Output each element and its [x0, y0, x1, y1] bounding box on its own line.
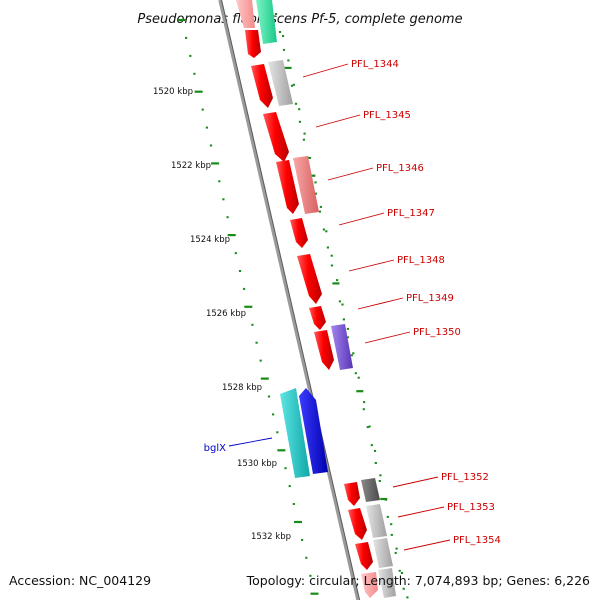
gene-label-pfl-1348[interactable]: PFL_1348 — [397, 255, 445, 266]
gene-block-gray-bottom[interactable] — [378, 568, 396, 598]
scale-labels: 1520 kbp 1522 kbp 1524 kbp 1526 kbp 1528… — [153, 87, 291, 542]
gene-arrow-pfl-1354[interactable] — [355, 542, 373, 570]
gene-label-pfl-1346[interactable]: PFL_1346 — [376, 163, 424, 174]
gene-arrow-pfl-1344[interactable] — [251, 64, 273, 108]
gene-arrow-pfl-1349[interactable] — [309, 306, 326, 330]
leader-pfl-1350 — [364, 331, 411, 344]
gene-block-cyan[interactable] — [280, 388, 310, 478]
gene-arrow-pfl-1350[interactable] — [314, 330, 334, 370]
gene-arrow-top-small[interactable] — [245, 30, 261, 58]
scale-label-1520: 1520 kbp — [153, 87, 193, 97]
gene-label-pfl-1353[interactable]: PFL_1353 — [447, 502, 495, 513]
gene-block-salmon[interactable] — [293, 156, 319, 214]
gene-arrow-pfl-1348[interactable] — [297, 254, 322, 304]
leader-pfl-1344 — [302, 63, 349, 78]
label-leaders — [228, 63, 451, 551]
gene-arrow-pfl-1353[interactable] — [348, 508, 367, 540]
gene-block-darkgray[interactable] — [361, 478, 380, 502]
leader-pfl-1345 — [315, 114, 361, 128]
genome-summary-text: Topology: circular; Length: 7,074,893 bp… — [246, 573, 590, 588]
gene-arrow-top-green[interactable] — [256, 0, 277, 44]
leader-pfl-1349 — [357, 297, 404, 310]
scale-label-1522: 1522 kbp — [171, 161, 211, 171]
gene-arrow-bglx[interactable] — [299, 388, 328, 474]
gene-block-gray-2[interactable] — [366, 504, 387, 538]
scale-label-1526: 1526 kbp — [206, 309, 246, 319]
gene-label-pfl-1350[interactable]: PFL_1350 — [413, 327, 461, 338]
leader-bglx — [228, 437, 273, 447]
scale-label-1528: 1528 kbp — [222, 383, 262, 393]
gene-label-pfl-1347[interactable]: PFL_1347 — [387, 208, 435, 219]
gene-label-pfl-1345[interactable]: PFL_1345 — [363, 110, 411, 121]
gene-arrow-top-light[interactable] — [236, 0, 255, 28]
gene-arrow-pfl-1346[interactable] — [276, 160, 299, 214]
scale-label-1524: 1524 kbp — [190, 235, 230, 245]
gene-block-gray-1[interactable] — [268, 60, 293, 106]
inner-tick-track — [274, 13, 405, 590]
leader-pfl-1353 — [397, 506, 445, 518]
accession-text: Accession: NC_004129 — [9, 573, 151, 588]
gene-features — [236, 0, 396, 598]
gene-label-pfl-1352[interactable]: PFL_1352 — [441, 472, 489, 483]
leader-pfl-1348 — [348, 259, 395, 272]
genome-backbone-shadow — [221, 0, 361, 600]
scale-label-1532: 1532 kbp — [251, 532, 291, 542]
scale-label-1530: 1530 kbp — [237, 459, 277, 469]
leader-pfl-1352 — [392, 476, 439, 488]
gene-arrow-bottom-light[interactable] — [361, 572, 378, 598]
gene-label-bglx[interactable]: bglX — [204, 443, 226, 454]
gene-labels: PFL_1344 PFL_1345 PFL_1346 PFL_1347 PFL_… — [204, 59, 501, 546]
gene-label-pfl-1349[interactable]: PFL_1349 — [406, 293, 454, 304]
gene-arrow-pfl-1352[interactable] — [344, 482, 360, 506]
leader-pfl-1347 — [338, 212, 385, 226]
gene-label-pfl-1344[interactable]: PFL_1344 — [351, 59, 399, 70]
outer-tick-track — [178, 18, 319, 595]
map-title: Pseudomonas fluorescens Pf-5, complete g… — [137, 12, 462, 27]
genome-backbone — [218, 0, 360, 600]
leader-pfl-1346 — [327, 167, 374, 181]
gene-arrow-pfl-1345[interactable] — [263, 112, 289, 162]
gene-arrow-pfl-1347[interactable] — [290, 218, 308, 248]
gene-block-purple[interactable] — [331, 324, 353, 370]
right-tick-track — [281, 35, 409, 599]
gene-block-gray-3[interactable] — [373, 538, 393, 568]
gene-label-pfl-1354[interactable]: PFL_1354 — [453, 535, 501, 546]
leader-pfl-1354 — [403, 539, 451, 551]
